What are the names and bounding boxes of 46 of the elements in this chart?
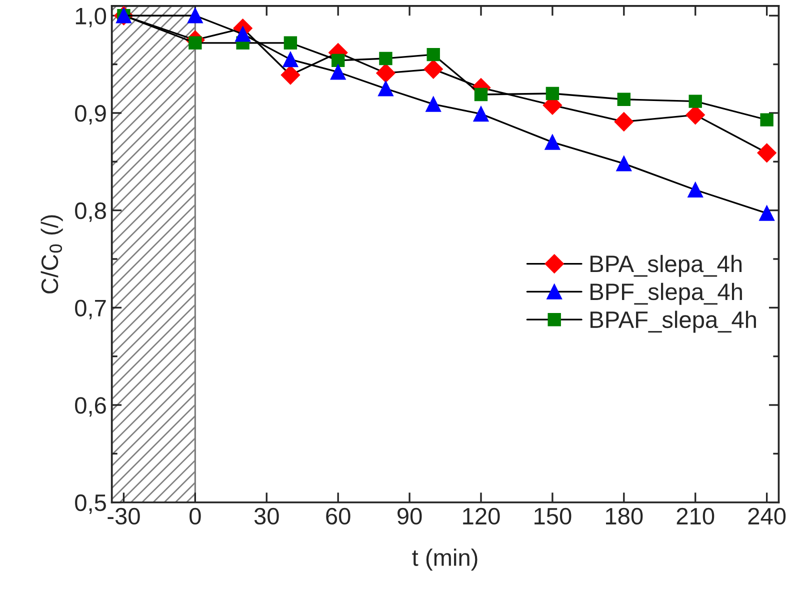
x-tick-label: 60 [326, 508, 350, 525]
y-axis-title: C/C$_{0}$ (/) [40, 215, 63, 294]
point [235, 26, 250, 42]
y-tick-label: 1,0 [76, 8, 106, 28]
point [188, 8, 203, 24]
point [614, 112, 634, 132]
point [284, 36, 298, 50]
point [426, 48, 440, 62]
point [378, 81, 394, 96]
y-tick-label: 0,6 [75, 397, 106, 417]
x-tick-label: 150 [534, 508, 572, 525]
y-tick-label: 0,9 [75, 105, 106, 125]
point [616, 156, 632, 172]
x-tick-label: -30 [108, 508, 140, 525]
point [760, 113, 774, 126]
x-axis-title: t (min) [412, 548, 478, 571]
point [688, 94, 702, 108]
x-tick-label: 90 [398, 508, 422, 525]
x-tick-label: 30 [254, 508, 279, 525]
point [474, 88, 488, 102]
point [688, 182, 703, 198]
point [426, 96, 441, 112]
point [424, 60, 443, 79]
legend-label: BPA_slepa_4h [590, 254, 742, 277]
point [280, 65, 300, 85]
x-tick-label: 0 [190, 508, 201, 525]
point [546, 86, 560, 100]
point [617, 92, 631, 106]
x-tick-label: 210 [676, 508, 714, 525]
x-tick-label: 180 [606, 508, 643, 525]
point [544, 134, 560, 150]
point [757, 143, 776, 162]
x-tick-label: 120 [463, 508, 500, 525]
point [376, 64, 396, 83]
y-tick-label: 0,5 [75, 494, 106, 514]
legend-label: BPF_slepa_4h [590, 282, 742, 305]
point [331, 54, 345, 68]
point [759, 206, 774, 221]
point [330, 64, 346, 80]
point [473, 106, 489, 122]
legend-label: BPAF_slepa_4h [590, 310, 756, 333]
y-tick-label: 0,8 [75, 202, 106, 222]
point [282, 52, 298, 68]
point [379, 52, 392, 66]
y-tick-label: 0,7 [75, 300, 106, 320]
x-tick-label: 240 [748, 508, 786, 525]
